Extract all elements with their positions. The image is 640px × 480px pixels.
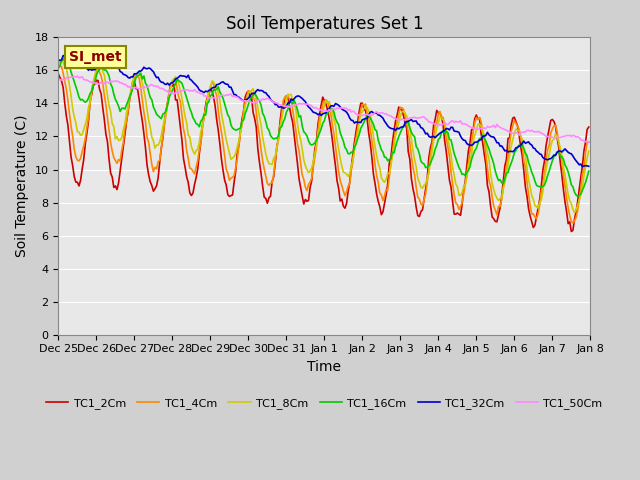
TC1_8Cm <box>173 77 181 83</box>
TC1_4Cm <box>585 139 593 144</box>
Y-axis label: Soil Temperature (C): Soil Temperature (C) <box>15 115 29 257</box>
TC1_50Cm <box>214 94 222 99</box>
TC1_8Cm <box>354 132 362 138</box>
TC1_50Cm <box>74 73 81 79</box>
TC1_50Cm <box>496 124 504 130</box>
TC1_2Cm <box>488 214 496 220</box>
TC1_4Cm <box>496 204 504 209</box>
TC1_16Cm <box>585 168 593 174</box>
TC1_4Cm <box>54 66 62 72</box>
TC1_16Cm <box>54 64 62 70</box>
TC1_2Cm <box>172 97 179 103</box>
Line: TC1_8Cm: TC1_8Cm <box>58 61 589 213</box>
Text: SI_met: SI_met <box>69 50 122 64</box>
TC1_2Cm <box>495 212 502 218</box>
TC1_4Cm <box>56 63 64 69</box>
TC1_4Cm <box>214 108 222 114</box>
X-axis label: Time: Time <box>307 360 341 374</box>
TC1_16Cm <box>173 76 181 82</box>
TC1_8Cm <box>571 210 579 216</box>
TC1_16Cm <box>490 161 497 167</box>
TC1_2Cm <box>54 71 62 77</box>
Line: TC1_2Cm: TC1_2Cm <box>58 74 589 231</box>
TC1_2Cm <box>352 129 360 134</box>
TC1_16Cm <box>214 84 222 90</box>
TC1_32Cm <box>490 134 497 140</box>
TC1_32Cm <box>54 57 62 62</box>
TC1_2Cm <box>61 100 68 106</box>
TC1_4Cm <box>354 127 362 132</box>
TC1_8Cm <box>496 196 504 202</box>
Legend: TC1_2Cm, TC1_4Cm, TC1_8Cm, TC1_16Cm, TC1_32Cm, TC1_50Cm: TC1_2Cm, TC1_4Cm, TC1_8Cm, TC1_16Cm, TC1… <box>42 394 607 414</box>
TC1_50Cm <box>54 76 62 82</box>
TC1_50Cm <box>354 111 362 117</box>
TC1_32Cm <box>354 120 362 125</box>
TC1_2Cm <box>213 117 221 123</box>
TC1_32Cm <box>214 82 222 87</box>
TC1_16Cm <box>61 54 68 60</box>
TC1_2Cm <box>568 228 575 234</box>
TC1_32Cm <box>67 50 75 56</box>
Line: TC1_32Cm: TC1_32Cm <box>58 53 589 167</box>
TC1_16Cm <box>496 177 504 182</box>
TC1_50Cm <box>173 89 181 95</box>
TC1_50Cm <box>61 77 68 83</box>
TC1_8Cm <box>214 90 222 96</box>
Line: TC1_16Cm: TC1_16Cm <box>58 57 589 196</box>
TC1_4Cm <box>569 220 577 226</box>
TC1_32Cm <box>579 164 586 169</box>
TC1_2Cm <box>585 124 593 130</box>
TC1_16Cm <box>63 59 70 65</box>
TC1_50Cm <box>490 122 497 128</box>
TC1_8Cm <box>585 148 593 154</box>
TC1_8Cm <box>56 58 64 64</box>
TC1_8Cm <box>54 61 62 67</box>
TC1_4Cm <box>490 203 497 209</box>
TC1_4Cm <box>63 86 70 92</box>
Line: TC1_50Cm: TC1_50Cm <box>58 76 589 142</box>
TC1_32Cm <box>585 163 593 169</box>
Title: Soil Temperatures Set 1: Soil Temperatures Set 1 <box>225 15 423 33</box>
TC1_50Cm <box>585 139 593 145</box>
TC1_16Cm <box>574 193 582 199</box>
TC1_4Cm <box>173 86 181 92</box>
TC1_32Cm <box>61 53 68 59</box>
TC1_16Cm <box>354 136 362 142</box>
TC1_32Cm <box>496 143 504 149</box>
TC1_8Cm <box>490 187 497 192</box>
TC1_8Cm <box>63 65 70 71</box>
TC1_32Cm <box>173 75 181 81</box>
Line: TC1_4Cm: TC1_4Cm <box>58 66 589 223</box>
